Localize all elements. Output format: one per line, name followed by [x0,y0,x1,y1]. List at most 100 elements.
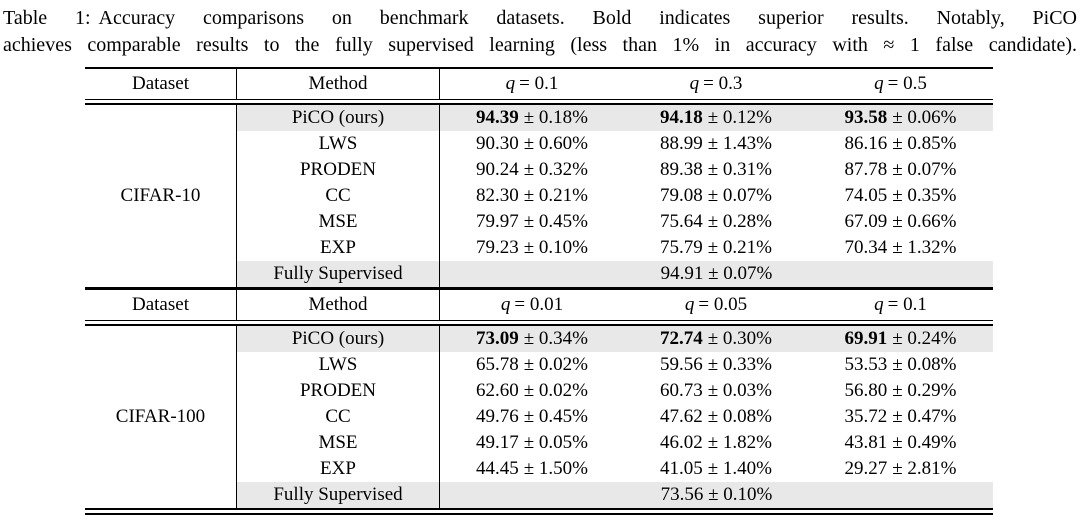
value-cell: 87.78 ± 0.07% [808,157,993,183]
caption-label: Table 1: [3,7,91,29]
value-std: ± 0.85% [892,133,957,154]
value-std: ± 0.30% [707,327,772,349]
header-q: q = 0.1 [808,290,993,320]
header-q: q = 0.05 [624,290,808,320]
value-std: ± 1.43% [707,133,772,154]
value-mean: 70.34 [844,237,888,258]
value-cell: 90.24 ± 0.32% [440,157,624,183]
table-bottom-rule [85,507,993,515]
value-std: ± 1.50% [523,457,588,479]
header-q: q = 0.3 [624,69,808,99]
value-cell: 59.56 ± 0.33% [624,352,808,378]
value-std: ± 0.08% [707,405,772,427]
value-std: ± 0.18% [523,107,588,128]
value-mean: 46.02 [659,431,703,453]
header-dataset: Dataset [85,69,237,99]
value-std: ± 0.35% [892,185,957,206]
value-mean: 94.39 [475,107,519,128]
value-std: ± 0.49% [892,431,957,453]
value-mean: 88.99 [659,133,703,154]
value-std: ± 0.03% [707,379,772,401]
method-label: CC [237,183,440,209]
value-cell: 75.79 ± 0.21% [624,235,808,261]
header-row: Dataset Method q = 0.01 q = 0.05 q = 0.1 [85,289,993,320]
value-cell: 90.30 ± 0.60% [440,131,624,157]
value-mean: 90.30 [475,133,519,154]
value-cell: 72.74 ± 0.30% [624,325,808,352]
value-std: ± 0.33% [707,353,772,375]
method-label: Fully Supervised [237,261,440,287]
header-row: Dataset Method q = 0.1 q = 0.3 q = 0.5 [85,69,993,99]
value-mean: 87.78 [844,159,888,180]
document-page: Table 1: Accuracy comparisons on benchmar… [0,5,1080,515]
q-symbol: q [505,73,516,94]
value-cell: 94.39 ± 0.18% [440,105,624,131]
method-label: Fully Supervised [237,481,440,508]
header-dataset: Dataset [85,289,237,320]
value-mean: 75.79 [659,237,703,258]
value-cell: 46.02 ± 1.82% [624,430,808,456]
header-method: Method [237,289,440,320]
value-std: ± 1.82% [707,431,772,453]
value-mean: 59.56 [659,353,703,375]
header-q: q = 0.1 [440,69,624,99]
method-label: MSE [237,429,440,456]
value-cell: 35.72 ± 0.47% [808,404,993,430]
value-mean: 90.24 [475,159,519,180]
q-symbol: q [689,73,700,94]
caption-line-2: achieves comparable results to the fully… [3,33,1077,56]
header-bottom-rule [85,99,993,105]
q-symbol: q [684,293,695,315]
value-mean: 82.30 [475,185,519,206]
value-std: ± 0.08% [892,353,957,375]
q-symbol: q [500,293,511,315]
value-std: ± 0.45% [523,405,588,427]
q-symbol: q [874,293,884,315]
method-label: CC [237,403,440,430]
value-std: ± 0.06% [892,107,957,128]
caption-text: Accuracy comparisons on benchmark datase… [98,7,1077,29]
value-std: ± 0.45% [523,211,588,232]
value-cell: 86.16 ± 0.85% [808,131,993,157]
value-std: ± 0.07% [892,159,957,180]
value-std: ± 0.29% [892,379,957,401]
value-mean: 60.73 [659,379,703,401]
value-mean: 35.72 [844,405,888,427]
q-symbol: q [874,73,884,94]
value-std: ± 0.02% [523,353,588,375]
value-cell: 41.05 ± 1.40% [624,456,808,482]
value-mean: 49.17 [475,431,519,453]
value-mean: 62.60 [475,379,519,401]
value-mean: 47.62 [659,405,703,427]
value-mean: 67.09 [844,211,888,232]
method-label: PiCO (ours) [237,325,440,352]
value-cell: 53.53 ± 0.08% [808,352,993,378]
section-body: CIFAR-10 PiCO (ours) 94.39 ± 0.18% 94.18 ± 0.… [85,105,993,287]
table-caption: Table 1: Accuracy comparisons on benchmar… [3,5,1077,58]
value-cell: 74.05 ± 0.35% [808,183,993,209]
header-q: q = 0.01 [440,290,624,320]
value-mean: 93.58 [844,107,888,128]
method-label: PiCO (ours) [237,105,440,131]
section-divider-rule [85,287,993,290]
header-method: Method [237,69,440,99]
value-mean: 79.23 [475,237,519,258]
value-cell: 47.62 ± 0.08% [624,404,808,430]
value-std: ± 0.24% [892,327,957,349]
value-cell: 93.58 ± 0.06% [808,105,993,131]
header-q: q = 0.5 [808,69,993,99]
value-mean: 49.76 [475,405,519,427]
value-cell: 94.18 ± 0.12% [624,105,808,131]
caption-line-1: Table 1: Accuracy comparisons on benchmar… [3,5,1077,32]
value-mean: 89.38 [659,159,703,180]
value-std: ± 0.21% [523,185,588,206]
value-cell: 60.73 ± 0.03% [624,378,808,404]
value-std: ± 0.66% [892,211,957,232]
method-label: MSE [237,209,440,235]
value-std: ± 0.28% [707,211,772,232]
value-std: ± 1.32% [892,237,957,258]
value-mean: 29.27 [844,457,888,479]
value-cell: 43.81 ± 0.49% [808,430,993,456]
table-top-rule [85,67,993,69]
value-cell: 49.17 ± 0.05% [440,430,624,456]
